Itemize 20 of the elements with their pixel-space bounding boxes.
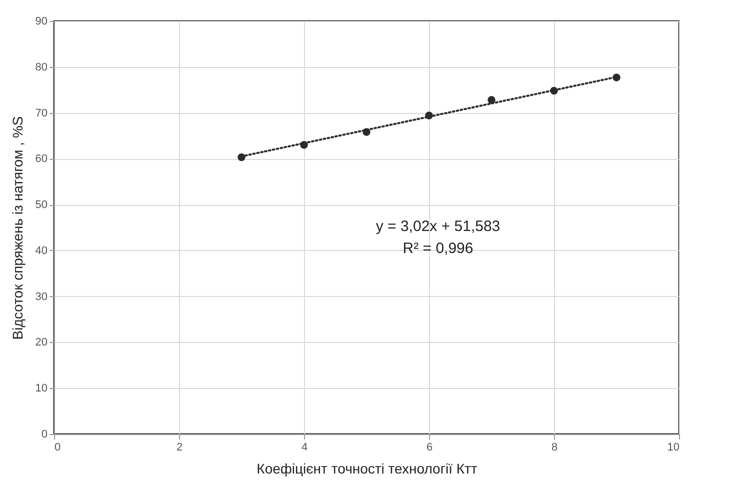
x-axis-title: Коефіцієнт точності технології Ктт [256,460,478,476]
y-tick-label: 30 [35,290,48,303]
y-tick-label: 60 [35,153,48,166]
annotation: y = 3,02x + 51,583 [376,218,500,235]
x-tick-label: 6 [426,442,433,454]
y-tick-label: 10 [35,382,48,395]
y-tick-label: 70 [35,107,48,120]
y-tick-label: 20 [35,336,48,349]
annotation: R² = 0,996 [402,240,474,257]
x-tick-label: 10 [667,442,680,454]
x-tick-label: 0 [54,442,61,454]
x-tick-label: 2 [176,442,183,454]
y-axis-title: Відсоток спряжень із натягом , %S [9,116,26,340]
y-tick-label: 80 [35,61,48,74]
y-tick-label: 40 [35,244,48,257]
y-tick-label: 50 [35,199,48,212]
x-tick-label: 8 [551,442,558,454]
x-tick-label: 4 [301,442,308,454]
y-tick-label: 0 [41,428,48,440]
y-tick-label: 90 [35,16,48,28]
